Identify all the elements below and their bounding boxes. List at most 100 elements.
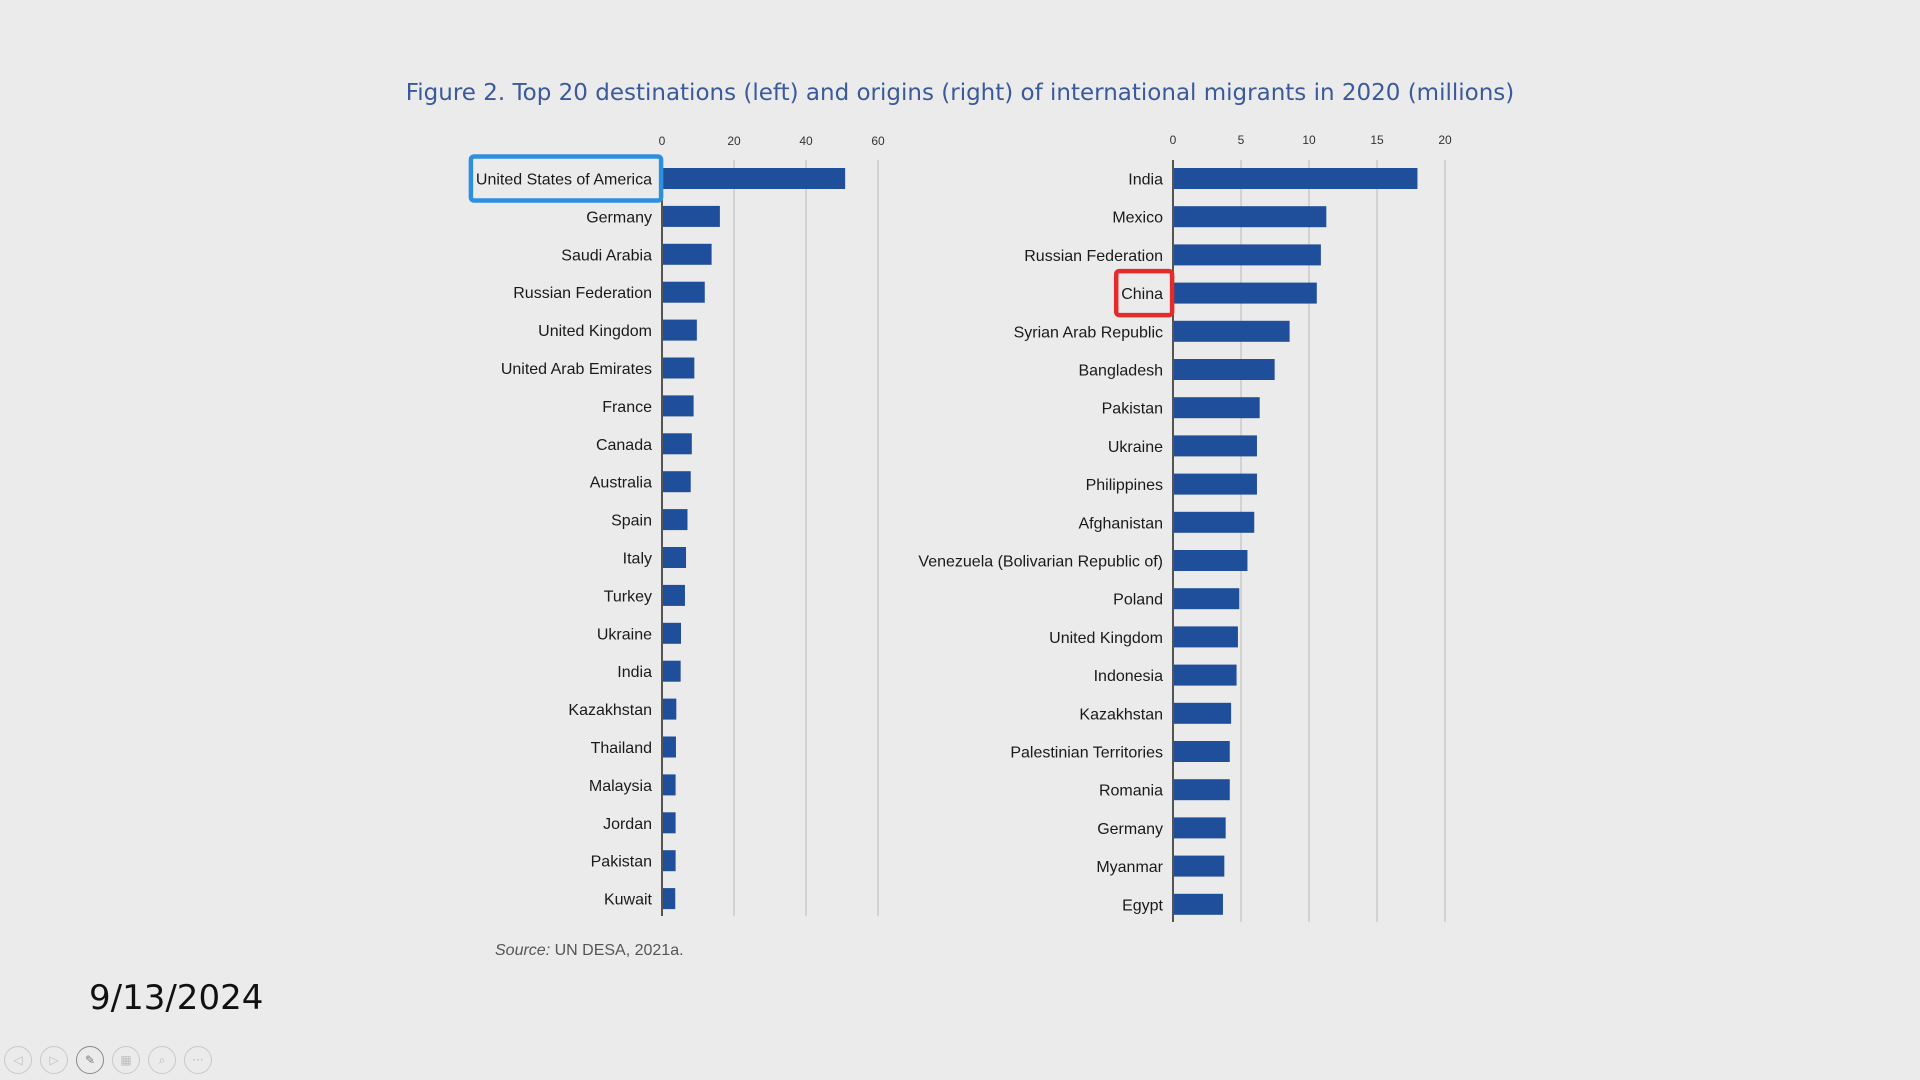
prev-slide-button[interactable]: ◁ — [4, 1046, 32, 1074]
left-bar — [663, 509, 688, 531]
right-bar — [1174, 588, 1240, 610]
left-bar — [663, 584, 685, 606]
right-category-label: Pakistan — [1102, 401, 1163, 418]
right-category-label: Bangladesh — [1078, 363, 1163, 380]
zoom-button[interactable]: ⌕ — [148, 1046, 176, 1074]
right-tick-label: 10 — [1302, 133, 1316, 147]
left-category-label: Australia — [590, 475, 652, 492]
right-tick-label: 0 — [1170, 133, 1177, 147]
source-label: Source: — [495, 942, 551, 959]
right-category-label: Russian Federation — [1024, 248, 1163, 265]
right-category-label: Palestinian Territories — [1010, 745, 1163, 762]
left-tick-label: 0 — [659, 134, 666, 148]
right-bar — [1174, 473, 1257, 495]
left-category-label: Italy — [623, 551, 652, 568]
source-value: UN DESA, 2021a. — [554, 942, 684, 959]
more-options-button[interactable]: ··· — [184, 1046, 212, 1074]
right-category-label: Egypt — [1122, 897, 1163, 914]
left-category-label: Jordan — [603, 816, 652, 833]
left-tick-label: 60 — [871, 134, 885, 148]
left-category-label: Canada — [596, 437, 652, 454]
right-bar — [1174, 855, 1225, 877]
right-bar — [1174, 282, 1317, 304]
left-tick-label: 40 — [799, 134, 813, 148]
right-bar — [1174, 779, 1230, 801]
chart-title: Figure 2. Top 20 destinations (left) and… — [405, 80, 1515, 106]
right-tick-label: 20 — [1438, 133, 1452, 147]
left-category-label: Ukraine — [597, 626, 652, 643]
left-bar — [663, 243, 712, 265]
right-tick-label: 15 — [1370, 133, 1384, 147]
right-bar — [1174, 664, 1237, 686]
right-bar — [1174, 244, 1321, 266]
right-category-label: Venezuela (Bolivarian Republic of) — [918, 554, 1163, 571]
source-note: Source: UN DESA, 2021a. — [495, 942, 684, 960]
pen-tool-button[interactable]: ✎ — [76, 1046, 104, 1074]
presenter-toolbar: ◁ ▷ ✎ ▦ ⌕ ··· — [4, 1046, 212, 1074]
magnifier-icon: ⌕ — [158, 1052, 166, 1067]
left-category-label: United Kingdom — [538, 323, 652, 340]
right-bar — [1174, 320, 1290, 342]
right-category-label: Syrian Arab Republic — [1014, 324, 1163, 341]
left-category-label: Spain — [611, 513, 652, 530]
right-category-label: Poland — [1113, 592, 1163, 609]
right-bar — [1174, 550, 1248, 571]
left-bar — [663, 660, 681, 682]
right-category-label: Myanmar — [1096, 859, 1163, 876]
right-category-label: Afghanistan — [1078, 515, 1163, 532]
right-bar — [1174, 359, 1275, 380]
right-category-label: Ukraine — [1108, 439, 1163, 456]
slides-icon: ▦ — [120, 1053, 132, 1067]
right-bar — [1174, 702, 1232, 724]
arrow-right-icon: ▷ — [49, 1053, 59, 1067]
slide-sorter-button[interactable]: ▦ — [112, 1046, 140, 1074]
left-highlight-box — [468, 154, 664, 203]
left-bar — [663, 168, 846, 189]
right-tick-label: 5 — [1238, 133, 1245, 147]
left-category-label: Kazakhstan — [568, 702, 652, 719]
left-bar — [663, 812, 676, 834]
left-bar — [663, 205, 720, 227]
right-bar — [1174, 397, 1260, 419]
right-bar — [1174, 626, 1238, 648]
left-bar — [663, 774, 676, 796]
left-bar — [663, 698, 677, 720]
right-category-label: Mexico — [1112, 210, 1163, 227]
left-category-label: Kuwait — [604, 892, 653, 909]
left-category-label: Russian Federation — [513, 285, 652, 302]
right-category-label: India — [1128, 172, 1163, 189]
next-slide-button[interactable]: ▷ — [40, 1046, 68, 1074]
left-category-label: Thailand — [591, 740, 652, 757]
left-category-label: Saudi Arabia — [561, 247, 652, 264]
right-bar — [1174, 168, 1418, 189]
right-category-label: Romania — [1099, 783, 1163, 800]
pen-icon: ✎ — [84, 1053, 96, 1067]
left-bar — [663, 622, 681, 644]
left-category-label: Malaysia — [589, 778, 652, 795]
right-category-label: Indonesia — [1094, 668, 1163, 685]
left-category-label: United States of America — [476, 172, 652, 189]
right-highlight-box — [1113, 268, 1175, 318]
right-category-label: Kazakhstan — [1079, 706, 1163, 723]
right-category-label: Germany — [1097, 821, 1163, 838]
right-bar — [1174, 435, 1257, 457]
right-bar — [1174, 741, 1230, 762]
arrow-left-icon: ◁ — [13, 1053, 23, 1067]
left-bar — [663, 281, 705, 303]
left-bar — [663, 395, 694, 417]
left-bar — [663, 736, 676, 758]
left-bar — [663, 888, 676, 910]
ellipsis-icon: ··· — [192, 1053, 204, 1067]
left-category-label: Turkey — [604, 588, 652, 605]
left-bar — [663, 433, 692, 455]
right-category-label: China — [1121, 286, 1163, 303]
left-tick-label: 20 — [727, 134, 741, 148]
left-bar — [663, 850, 676, 872]
left-category-label: India — [617, 664, 652, 681]
right-bar — [1174, 893, 1223, 915]
slide-date: 9/13/2024 — [89, 978, 264, 1018]
left-bar — [663, 547, 687, 568]
right-category-label: Philippines — [1086, 477, 1163, 494]
